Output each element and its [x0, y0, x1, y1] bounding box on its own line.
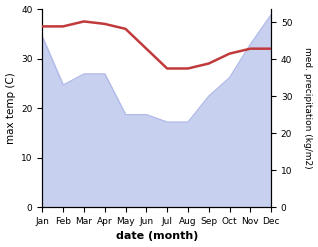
X-axis label: date (month): date (month): [115, 231, 198, 242]
Y-axis label: med. precipitation (kg/m2): med. precipitation (kg/m2): [303, 47, 313, 169]
Y-axis label: max temp (C): max temp (C): [5, 72, 16, 144]
